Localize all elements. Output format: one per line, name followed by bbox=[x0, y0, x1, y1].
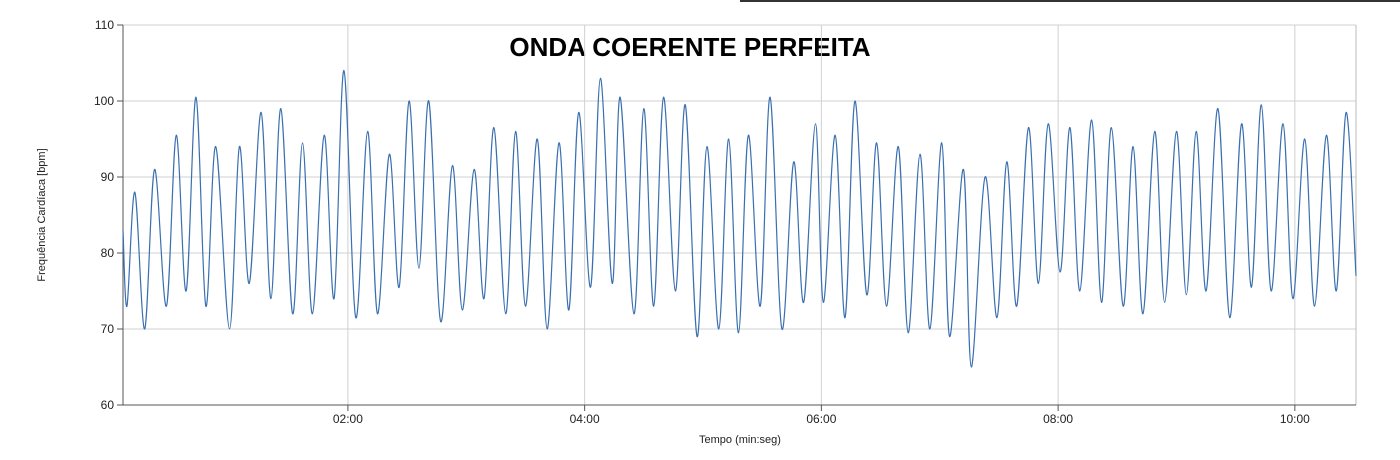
y-tick-label: 100 bbox=[94, 94, 114, 108]
x-tick-label: 08:00 bbox=[1043, 412, 1073, 426]
x-tick-label: 10:00 bbox=[1280, 412, 1310, 426]
x-axis-label: Tempo (min:seg) bbox=[699, 434, 781, 446]
x-tick-label: 04:00 bbox=[570, 412, 600, 426]
y-tick-label: 70 bbox=[101, 322, 115, 336]
y-tick-label: 80 bbox=[101, 246, 115, 260]
y-tick-label: 90 bbox=[101, 170, 115, 184]
y-tick-label: 110 bbox=[95, 18, 114, 32]
chart-title: ONDA COERENTE PERFEITA bbox=[509, 32, 870, 62]
y-tick-label: 60 bbox=[101, 398, 115, 412]
y-axis-label: Frequência Cardíaca [bpm] bbox=[36, 148, 48, 281]
x-tick-label: 06:00 bbox=[806, 412, 836, 426]
x-tick-label: 02:00 bbox=[333, 412, 363, 426]
data-line bbox=[122, 69, 1357, 368]
